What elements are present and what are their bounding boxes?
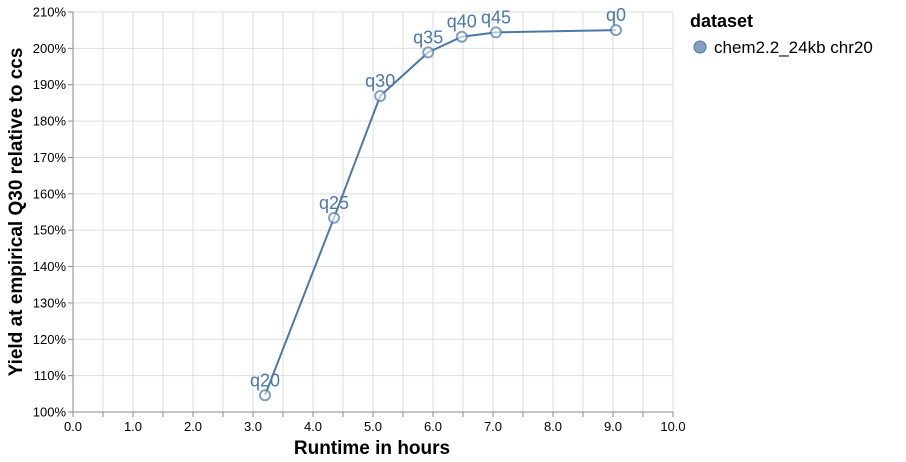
y-tick-label: 110% <box>34 368 67 383</box>
y-tick-label: 160% <box>33 186 67 201</box>
x-tick-label: 7.0 <box>484 419 502 434</box>
y-tick-label: 210% <box>33 5 67 20</box>
x-tick-label: 1.0 <box>124 419 142 434</box>
x-tick-label: 2.0 <box>184 419 202 434</box>
x-tick-label: 9.0 <box>604 419 622 434</box>
data-point <box>490 26 502 39</box>
point-label: q20 <box>250 370 280 390</box>
y-tick-label: 170% <box>33 150 67 165</box>
x-tick-label: 5.0 <box>364 419 382 434</box>
data-point <box>422 46 435 59</box>
data-point <box>374 90 387 102</box>
y-tick-label: 190% <box>33 77 67 92</box>
y-tick-label: 200% <box>33 41 67 56</box>
x-axis-title: Runtime in hours <box>294 438 450 459</box>
y-tick-label: 140% <box>33 259 67 274</box>
y-axis-title: Yield at empirical Q30 relative to ccs <box>6 48 27 377</box>
x-tick-label: 4.0 <box>304 419 322 434</box>
x-tick-label: 8.0 <box>544 419 562 434</box>
data-point <box>259 389 271 402</box>
x-axis-ticks: 0.0 1.0 2.0 3.0 4.0 5.0 6.0 7.0 8.0 9.0 10.0 <box>64 412 686 434</box>
y-tick-label: 180% <box>33 114 67 129</box>
point-label: q30 <box>365 71 395 91</box>
legend-label: chem2.2_24kb chr20 <box>714 38 873 57</box>
grid <box>72 11 674 413</box>
legend-title: dataset <box>690 11 753 31</box>
point-label: q45 <box>481 7 511 27</box>
data-point <box>455 30 468 43</box>
point-label: q0 <box>606 5 626 25</box>
point-label: q40 <box>447 12 477 32</box>
x-tick-label: 0.0 <box>64 419 82 434</box>
point-label: q35 <box>413 27 443 47</box>
point-label: q25 <box>319 193 349 213</box>
x-tick-label: 6.0 <box>424 419 442 434</box>
y-tick-label: 100% <box>33 405 67 420</box>
data-point <box>328 211 340 224</box>
data-point <box>610 24 622 37</box>
x-tick-label: 10.0 <box>660 419 685 434</box>
series-layer <box>259 24 622 402</box>
y-axis-ticks: 100% 110% 120% 130% 140% 150% 160% 170% 180% 190%… <box>33 5 73 420</box>
y-tick-label: 120% <box>33 332 67 347</box>
x-tick-label: 3.0 <box>244 419 262 434</box>
legend: dataset chem2.2_24kb chr20 <box>690 11 873 57</box>
y-tick-label: 150% <box>33 223 67 238</box>
legend-symbol <box>693 40 707 54</box>
y-tick-label: 130% <box>33 295 67 310</box>
